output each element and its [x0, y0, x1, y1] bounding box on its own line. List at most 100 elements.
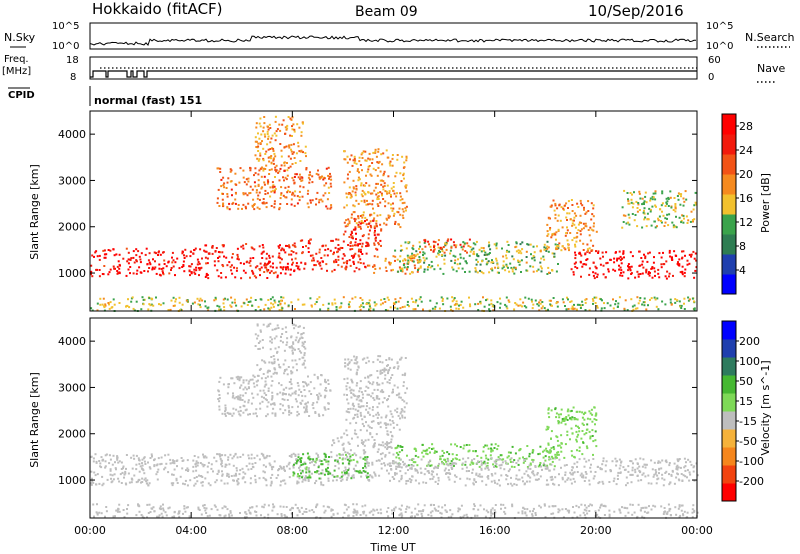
data-cell [334, 465, 337, 467]
data-cell [549, 228, 551, 231]
data-cell [614, 457, 617, 460]
data-cell [226, 411, 229, 414]
data-cell [392, 460, 395, 462]
data-cell [298, 460, 301, 463]
data-cell [274, 368, 277, 371]
data-cell [405, 247, 408, 250]
data-cell [323, 458, 326, 461]
data-cell [692, 220, 694, 223]
data-cell [311, 403, 314, 406]
data-cell [455, 454, 458, 456]
data-cell [636, 467, 639, 470]
data-cell [396, 361, 399, 364]
data-cell [355, 188, 358, 191]
data-cell [366, 456, 369, 458]
data-cell [282, 194, 285, 197]
data-cell [557, 214, 560, 217]
data-cell [347, 402, 350, 405]
data-cell [477, 309, 480, 311]
data-cell [676, 468, 679, 471]
data-cell [302, 122, 304, 125]
data-cell [580, 228, 583, 231]
data-cell [204, 250, 207, 253]
data-cell [361, 189, 364, 192]
data-cell [280, 308, 283, 311]
data-cell [278, 468, 281, 471]
data-cell [262, 453, 265, 456]
data-cell [478, 465, 481, 468]
data-cell [178, 301, 181, 304]
data-cell [111, 474, 114, 477]
data-cell [501, 267, 504, 270]
data-cell [485, 299, 487, 302]
data-cell [392, 268, 394, 271]
data-cell [259, 142, 262, 145]
data-cell [696, 474, 699, 477]
data-cell [346, 377, 349, 380]
data-cell [410, 297, 413, 300]
data-cell [256, 265, 259, 268]
data-cell [328, 177, 330, 180]
data-cell [454, 303, 457, 306]
data-cell [251, 465, 254, 468]
data-cell [576, 465, 578, 468]
data-cell [157, 457, 160, 460]
data-cell [304, 347, 307, 350]
data-cell [381, 382, 384, 385]
data-cell [676, 195, 679, 197]
data-cell [273, 371, 276, 374]
data-cell [484, 454, 487, 457]
data-cell [409, 272, 412, 275]
data-cell [507, 266, 509, 269]
colorbar-segment [722, 134, 736, 155]
data-cell [554, 233, 557, 236]
data-cell [644, 466, 647, 469]
data-cell [316, 191, 319, 194]
data-cell [566, 410, 569, 413]
data-cell [91, 275, 94, 278]
data-cell [292, 347, 295, 350]
data-cell [599, 263, 602, 266]
data-cell [525, 470, 528, 473]
data-cell [321, 200, 324, 203]
data-cell [548, 469, 551, 472]
data-cell [316, 394, 319, 396]
data-cell [245, 183, 248, 186]
data-cell [537, 478, 540, 481]
data-cell [311, 199, 314, 202]
data-cell [622, 221, 625, 223]
data-cell [296, 123, 299, 126]
data-cell [477, 260, 479, 263]
data-cell [260, 395, 263, 398]
data-cell [512, 461, 514, 463]
data-cell [586, 243, 589, 246]
data-cell [419, 265, 422, 268]
data-cell [242, 411, 245, 414]
data-cell [446, 239, 449, 242]
data-cell [263, 271, 266, 273]
data-cell [318, 392, 321, 395]
data-cell [485, 483, 488, 486]
data-cell [359, 262, 362, 264]
data-cell [556, 453, 559, 456]
data-cell [309, 297, 312, 300]
data-cell [522, 480, 524, 483]
data-cell [292, 151, 295, 154]
data-cell [251, 304, 254, 307]
data-cell [341, 257, 344, 260]
data-cell [376, 416, 379, 419]
data-cell [427, 461, 430, 464]
nave-tick-top: 60 [708, 55, 721, 66]
data-cell [133, 457, 136, 460]
data-cell [291, 152, 294, 155]
data-cell [344, 230, 347, 233]
data-cell [346, 398, 349, 401]
data-cell [531, 471, 534, 474]
data-cell [410, 479, 413, 482]
data-cell [249, 169, 252, 172]
data-cell [340, 302, 343, 305]
data-cell [547, 408, 550, 411]
data-cell [307, 455, 310, 458]
data-cell [384, 374, 387, 377]
data-cell [281, 307, 284, 310]
